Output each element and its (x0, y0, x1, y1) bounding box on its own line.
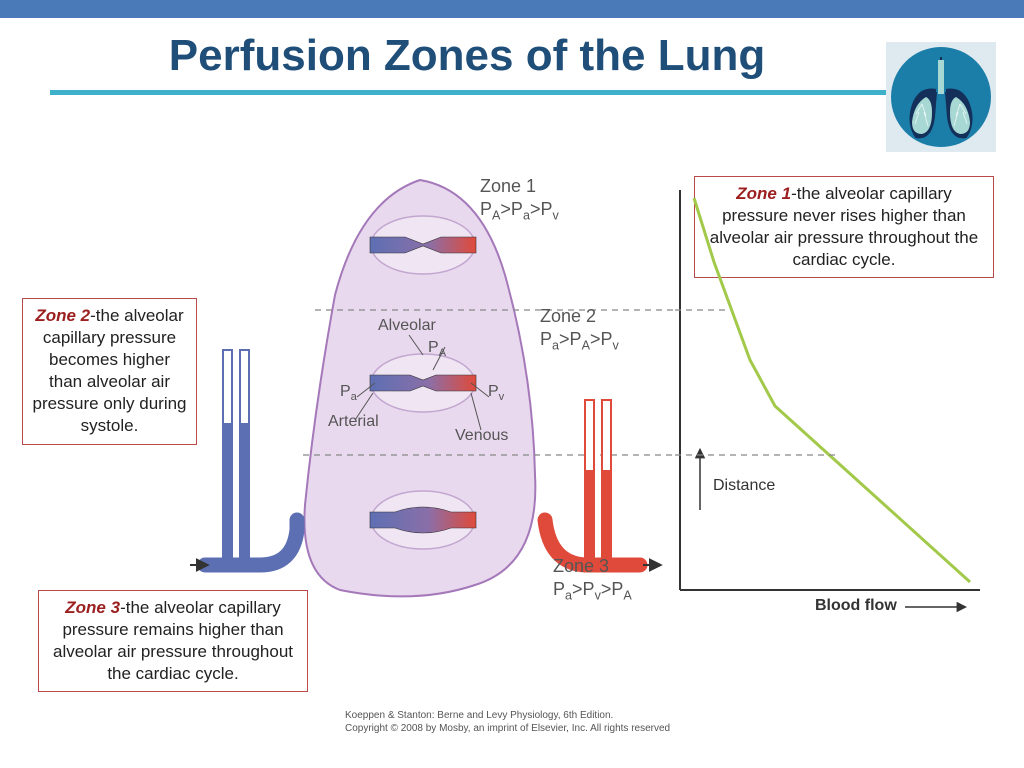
anno-pA: PA (428, 339, 446, 359)
title-underline (50, 90, 924, 95)
bloodflow-chart (675, 190, 980, 607)
bloodflow-label: Blood flow (815, 597, 897, 615)
copyright-text: Koeppen & Stanton: Berne and Levy Physio… (345, 710, 670, 735)
header: Perfusion Zones of the Lung (0, 18, 1024, 95)
zone2-relation: Pa>PA>Pv (540, 329, 619, 349)
anno-alveolar: Alveolar (378, 317, 436, 335)
zone3-formula: Zone 3 Pa>Pv>PA (553, 555, 632, 604)
lung-logo-icon (886, 42, 996, 152)
zone1-formula: Zone 1 PA>Pa>Pv (480, 175, 559, 224)
arterial-tube (190, 350, 297, 565)
anno-venous: Venous (455, 427, 508, 445)
alveolus-zone1 (370, 216, 476, 274)
zone1-relation: PA>Pa>Pv (480, 199, 559, 219)
anno-pv: Pv (488, 383, 504, 403)
distance-label: Distance (713, 477, 775, 495)
zone3-relation: Pa>Pv>PA (553, 579, 632, 599)
lung-diagram-svg (0, 165, 1024, 745)
alveolus-zone3 (370, 491, 476, 549)
diagram-area: Zone 1 PA>Pa>Pv Zone 2 Pa>PA>Pv Zone 3 P… (0, 165, 1024, 745)
page-title: Perfusion Zones of the Lung (0, 26, 1024, 90)
alveolus-zone2 (370, 354, 476, 412)
anno-pa: Pa (340, 383, 357, 403)
anno-arterial: Arterial (328, 413, 379, 431)
top-bar (0, 0, 1024, 18)
venous-tube (545, 400, 660, 565)
zone2-formula: Zone 2 Pa>PA>Pv (540, 305, 619, 354)
